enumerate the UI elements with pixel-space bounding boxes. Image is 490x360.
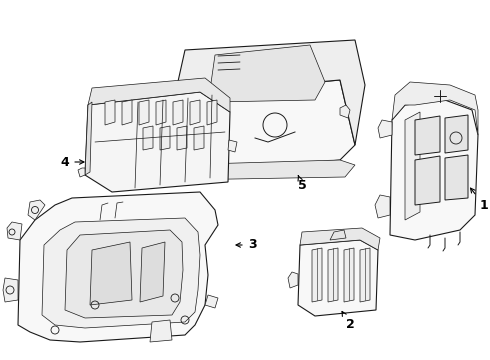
Text: 5: 5 — [297, 176, 306, 192]
Polygon shape — [158, 115, 170, 132]
Polygon shape — [392, 82, 478, 135]
Polygon shape — [28, 200, 45, 220]
Polygon shape — [207, 100, 217, 125]
Polygon shape — [288, 272, 298, 288]
Polygon shape — [85, 102, 92, 175]
Polygon shape — [228, 140, 237, 152]
Polygon shape — [378, 120, 392, 138]
Polygon shape — [173, 100, 183, 125]
Polygon shape — [7, 222, 22, 240]
Polygon shape — [328, 248, 338, 302]
Polygon shape — [375, 195, 390, 218]
Polygon shape — [170, 80, 355, 175]
Polygon shape — [160, 126, 170, 150]
Polygon shape — [85, 92, 230, 192]
Polygon shape — [105, 100, 115, 125]
Text: 2: 2 — [342, 311, 354, 332]
Polygon shape — [122, 100, 132, 125]
Polygon shape — [156, 100, 166, 125]
Polygon shape — [143, 126, 153, 150]
Polygon shape — [445, 155, 468, 200]
Polygon shape — [3, 278, 18, 302]
Polygon shape — [298, 240, 378, 316]
Polygon shape — [140, 242, 165, 302]
Polygon shape — [150, 320, 172, 342]
Text: 1: 1 — [470, 188, 489, 212]
Text: 3: 3 — [236, 239, 256, 252]
Polygon shape — [175, 40, 365, 145]
Polygon shape — [360, 248, 370, 302]
Polygon shape — [190, 100, 200, 125]
Polygon shape — [90, 242, 132, 305]
Polygon shape — [170, 160, 355, 180]
Polygon shape — [42, 218, 200, 328]
Polygon shape — [177, 126, 187, 150]
Polygon shape — [340, 105, 350, 118]
Polygon shape — [210, 45, 325, 102]
Polygon shape — [405, 112, 420, 220]
Polygon shape — [139, 100, 149, 125]
Polygon shape — [300, 228, 380, 250]
Polygon shape — [330, 230, 346, 240]
Polygon shape — [18, 192, 218, 342]
Polygon shape — [78, 168, 85, 177]
Polygon shape — [312, 248, 322, 302]
Polygon shape — [415, 116, 440, 155]
Polygon shape — [65, 230, 183, 318]
Polygon shape — [344, 248, 354, 302]
Text: 4: 4 — [61, 156, 84, 168]
Polygon shape — [445, 115, 468, 153]
Polygon shape — [415, 156, 440, 205]
Polygon shape — [390, 100, 478, 240]
Polygon shape — [194, 126, 204, 150]
Polygon shape — [205, 295, 218, 308]
Polygon shape — [88, 78, 230, 112]
